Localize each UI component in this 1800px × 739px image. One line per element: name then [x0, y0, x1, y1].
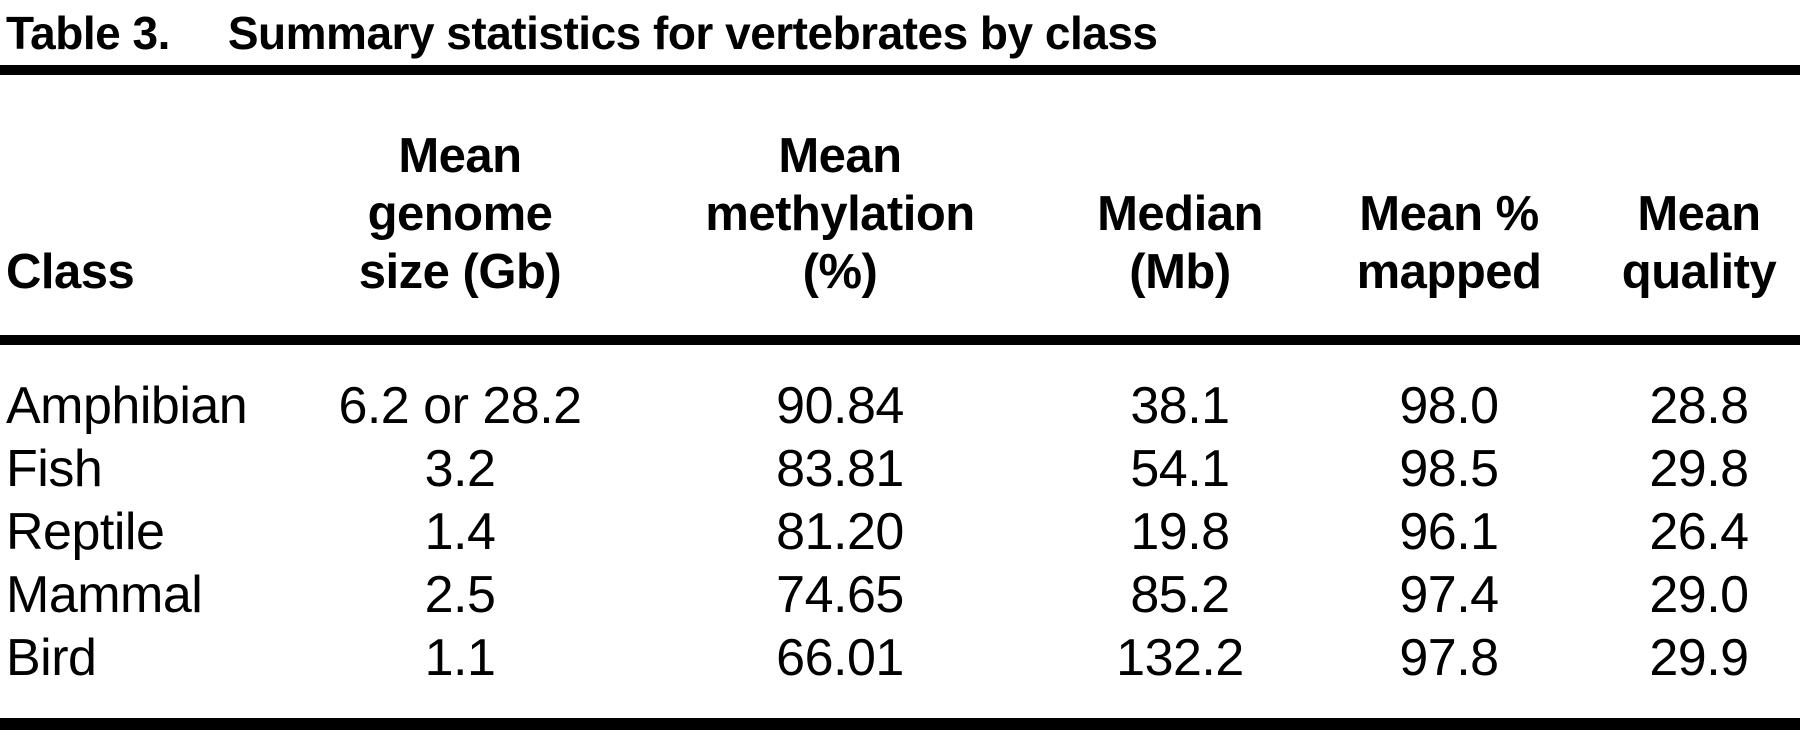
cell-pct-mapped: 97.4	[1399, 566, 1499, 624]
cell-genome-size: 3.2	[424, 440, 496, 498]
table-row-reptile: Reptile 1.4 81.20 19.8 96.1 26.4	[0, 501, 1800, 564]
divider-top	[0, 65, 1800, 75]
column-header-median: Median (Mb)	[1060, 75, 1300, 345]
cell-pct-mapped: 97.8	[1399, 629, 1499, 687]
cell-genome-size: 1.1	[424, 629, 496, 687]
cell-quality: 28.8	[1649, 377, 1749, 435]
cell-class: Reptile	[6, 503, 165, 561]
header-row: Class Mean genome size (Gb) Mean methyla…	[0, 75, 1800, 345]
column-header-pct-mapped: Mean % mapped	[1300, 75, 1598, 345]
cell-quality: 29.8	[1649, 440, 1749, 498]
column-header-genome-size: Mean genome size (Gb)	[300, 75, 620, 345]
table-row-bird: Bird 1.1 66.01 132.2 97.8 29.9	[0, 627, 1800, 718]
summary-statistics-table: Class Mean genome size (Gb) Mean methyla…	[0, 75, 1800, 718]
table-caption: Table 3. Summary statistics for vertebra…	[0, 0, 1800, 65]
table-header: Class Mean genome size (Gb) Mean methyla…	[0, 75, 1800, 345]
cell-quality: 26.4	[1649, 503, 1749, 561]
cell-pct-mapped: 98.5	[1399, 440, 1499, 498]
cell-methylation: 66.01	[776, 629, 904, 687]
cell-quality: 29.9	[1649, 629, 1749, 687]
column-header-methylation: Mean methylation (%)	[620, 75, 1060, 345]
cell-median: 85.2	[1130, 566, 1230, 624]
cell-median: 38.1	[1130, 377, 1230, 435]
column-header-quality: Mean quality	[1598, 75, 1800, 345]
cell-pct-mapped: 98.0	[1399, 377, 1499, 435]
cell-genome-size: 2.5	[424, 566, 496, 624]
table-row-fish: Fish 3.2 83.81 54.1 98.5 29.8	[0, 438, 1800, 501]
cell-median: 19.8	[1130, 503, 1230, 561]
cell-median: 54.1	[1130, 440, 1230, 498]
column-header-class: Class	[0, 75, 300, 345]
cell-methylation: 74.65	[776, 566, 904, 624]
table-caption-text: Summary statistics for vertebrates by cl…	[227, 6, 1158, 59]
cell-class: Fish	[6, 440, 103, 498]
table-row-amphibian: Amphibian 6.2 or 28.2 90.84 38.1 98.0 28…	[0, 340, 1800, 438]
cell-median: 132.2	[1116, 629, 1244, 687]
cell-pct-mapped: 96.1	[1399, 503, 1499, 561]
cell-class: Mammal	[6, 566, 203, 624]
cell-methylation: 83.81	[776, 440, 904, 498]
cell-class: Amphibian	[6, 377, 248, 435]
table-body: Amphibian 6.2 or 28.2 90.84 38.1 98.0 28…	[0, 340, 1800, 718]
cell-methylation: 90.84	[776, 377, 904, 435]
cell-genome-size: 1.4	[424, 503, 496, 561]
cell-methylation: 81.20	[776, 503, 904, 561]
cell-quality: 29.0	[1649, 566, 1749, 624]
table-number: Table 3.	[6, 6, 170, 59]
cell-genome-size: 6.2 or 28.2	[338, 377, 582, 435]
cell-class: Bird	[6, 629, 97, 687]
table-row-mammal: Mammal 2.5 74.65 85.2 97.4 29.0	[0, 564, 1800, 627]
divider-bottom	[0, 718, 1800, 730]
